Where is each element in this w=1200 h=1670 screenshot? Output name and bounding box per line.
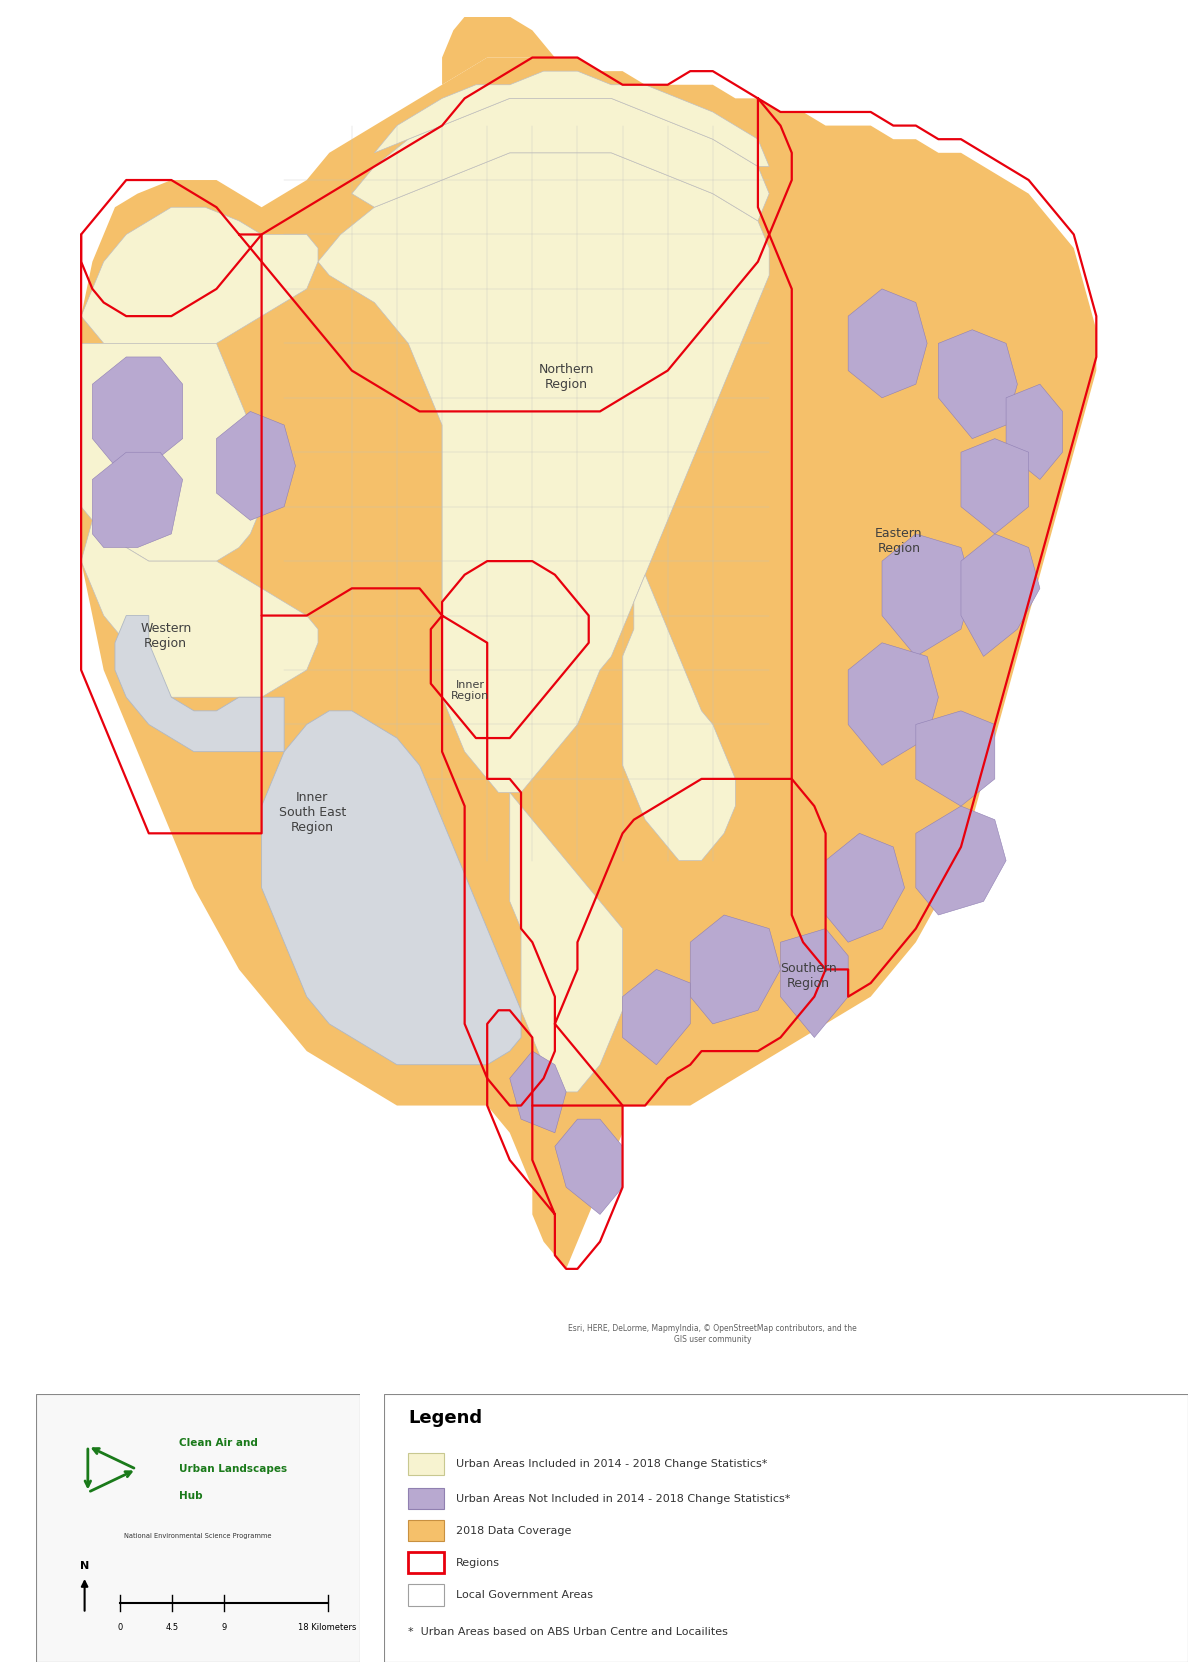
Polygon shape <box>92 453 182 548</box>
Text: Local Government Areas: Local Government Areas <box>456 1590 593 1600</box>
Polygon shape <box>318 154 769 793</box>
Bar <box>408 1488 444 1510</box>
Text: Western
Region: Western Region <box>140 621 191 650</box>
Bar <box>408 1520 444 1541</box>
Text: National Environmental Science Programme: National Environmental Science Programme <box>125 1533 271 1540</box>
Polygon shape <box>623 574 736 860</box>
Polygon shape <box>442 17 554 85</box>
Bar <box>408 1453 444 1475</box>
Polygon shape <box>938 329 1018 439</box>
Polygon shape <box>690 915 780 1024</box>
Text: Inner
Region: Inner Region <box>451 680 490 701</box>
Text: *  Urban Areas based on ABS Urban Centre and Locailites: * Urban Areas based on ABS Urban Centre … <box>408 1627 728 1637</box>
Polygon shape <box>961 534 1040 656</box>
Polygon shape <box>848 289 928 397</box>
Text: Inner
South East
Region: Inner South East Region <box>278 792 346 835</box>
Text: Urban Areas Included in 2014 - 2018 Change Statistics*: Urban Areas Included in 2014 - 2018 Chan… <box>456 1460 768 1470</box>
Polygon shape <box>882 534 972 656</box>
Polygon shape <box>961 439 1028 534</box>
Polygon shape <box>510 1050 566 1132</box>
Polygon shape <box>623 969 690 1065</box>
Polygon shape <box>780 929 848 1037</box>
Bar <box>408 1585 444 1605</box>
Text: Urban Areas Not Included in 2014 - 2018 Change Statistics*: Urban Areas Not Included in 2014 - 2018 … <box>456 1493 791 1503</box>
Polygon shape <box>848 643 938 765</box>
Polygon shape <box>82 57 1097 1269</box>
Polygon shape <box>352 99 769 220</box>
Text: N: N <box>80 1561 89 1571</box>
Polygon shape <box>92 357 182 466</box>
Text: Esri, HERE, DeLorme, MapmyIndia, © OpenStreetMap contributors, and the
GIS user : Esri, HERE, DeLorme, MapmyIndia, © OpenS… <box>569 1324 857 1344</box>
FancyBboxPatch shape <box>36 1394 360 1662</box>
Polygon shape <box>82 344 262 561</box>
Text: 4.5: 4.5 <box>166 1623 179 1632</box>
Text: Urban Landscapes: Urban Landscapes <box>179 1465 287 1475</box>
Polygon shape <box>826 833 905 942</box>
Polygon shape <box>216 411 295 521</box>
Text: Southern
Region: Southern Region <box>780 962 838 990</box>
Polygon shape <box>82 207 318 344</box>
Polygon shape <box>1006 384 1062 479</box>
Text: Northern
Region: Northern Region <box>539 364 594 391</box>
Polygon shape <box>82 521 318 698</box>
Text: Legend: Legend <box>408 1409 482 1428</box>
Polygon shape <box>374 72 769 167</box>
Text: Hub: Hub <box>179 1491 202 1501</box>
Polygon shape <box>554 1119 623 1214</box>
Text: 0: 0 <box>118 1623 122 1632</box>
Polygon shape <box>916 711 995 807</box>
Bar <box>408 1551 444 1573</box>
Text: Clean Air and: Clean Air and <box>179 1438 258 1448</box>
Polygon shape <box>510 793 623 1092</box>
Polygon shape <box>262 711 521 1065</box>
Polygon shape <box>115 616 284 752</box>
Text: 2018 Data Coverage: 2018 Data Coverage <box>456 1526 571 1536</box>
Text: Regions: Regions <box>456 1558 500 1568</box>
Text: Eastern
Region: Eastern Region <box>875 526 923 554</box>
Polygon shape <box>916 807 1006 915</box>
FancyBboxPatch shape <box>384 1394 1188 1662</box>
Text: 18 Kilometers: 18 Kilometers <box>299 1623 356 1632</box>
Text: 9: 9 <box>221 1623 227 1632</box>
